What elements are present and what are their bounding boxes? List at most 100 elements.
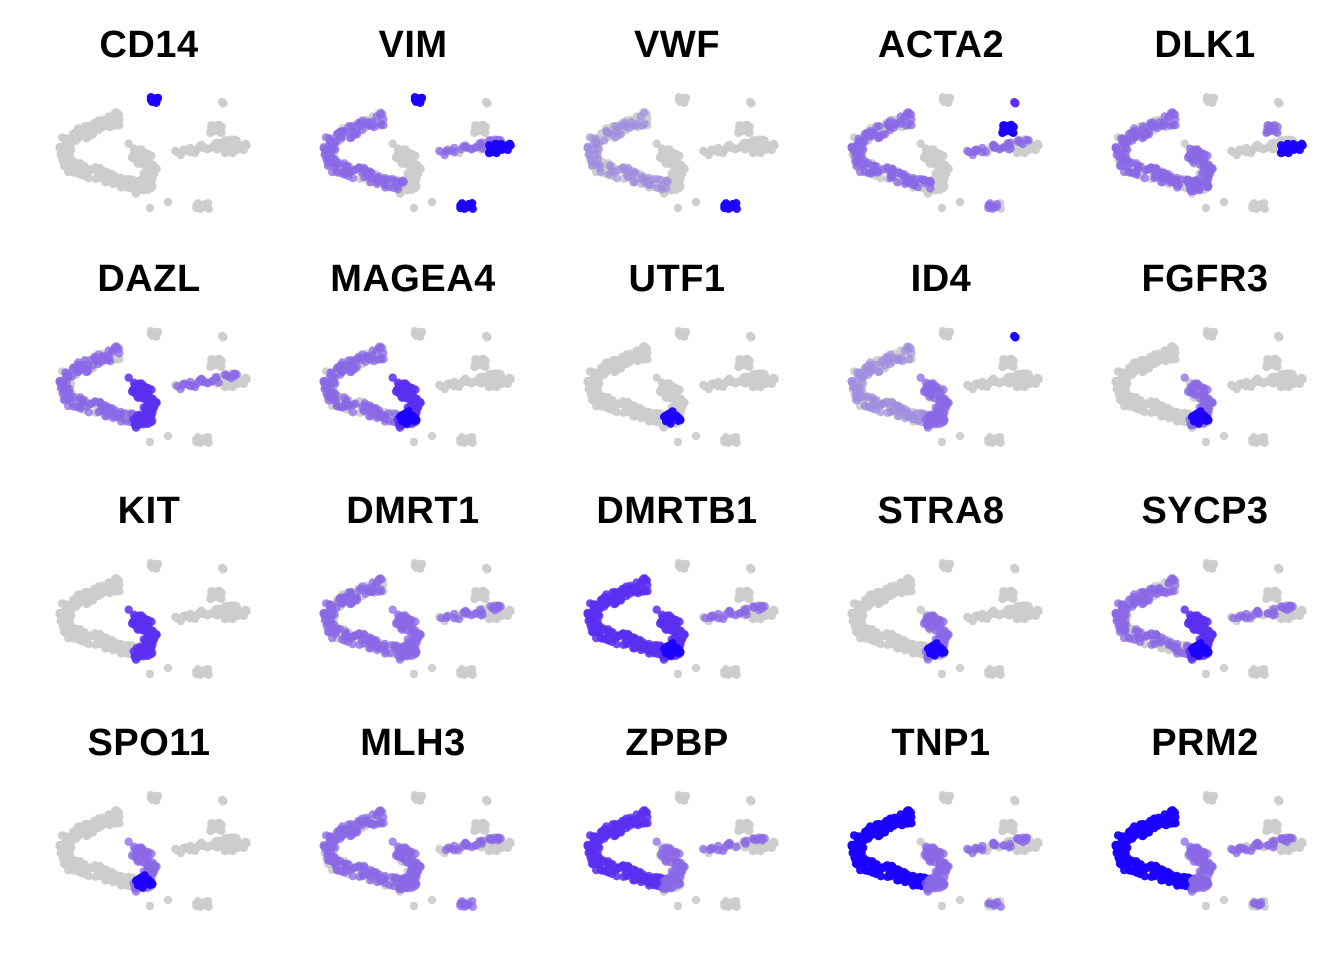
panel-title: VIM bbox=[378, 24, 448, 66]
cell-point bbox=[348, 408, 357, 417]
cell-point bbox=[855, 370, 865, 379]
cell-point bbox=[222, 380, 231, 389]
cell-point bbox=[471, 359, 480, 368]
cell-point bbox=[940, 181, 949, 191]
cell-point bbox=[995, 145, 1004, 154]
cell-point bbox=[412, 415, 421, 425]
cell-point bbox=[674, 329, 684, 339]
cell-point bbox=[124, 139, 133, 148]
cell-point bbox=[217, 128, 226, 137]
cell-point bbox=[116, 411, 125, 420]
cell-point bbox=[146, 95, 156, 105]
cell-point bbox=[999, 359, 1008, 368]
cell-point bbox=[76, 404, 85, 413]
cell-point bbox=[920, 175, 929, 184]
cell-point bbox=[409, 203, 419, 213]
cell-point bbox=[602, 127, 611, 136]
cell-point bbox=[207, 359, 216, 368]
cell-point bbox=[849, 383, 858, 392]
cell-point bbox=[203, 145, 212, 154]
cell-point bbox=[349, 400, 358, 409]
panel-title: CD14 bbox=[99, 24, 199, 66]
cell-point bbox=[1006, 378, 1015, 387]
cell-point bbox=[1125, 129, 1134, 138]
cell-point bbox=[1219, 431, 1229, 441]
cell-point bbox=[417, 93, 427, 103]
cell-point bbox=[365, 412, 374, 421]
cell-point bbox=[427, 431, 437, 441]
cell-point bbox=[940, 415, 949, 425]
cell-point bbox=[495, 611, 504, 620]
cell-point bbox=[131, 652, 140, 661]
cell-point bbox=[652, 139, 661, 148]
cell-point bbox=[1160, 119, 1170, 128]
panel-title: UTF1 bbox=[628, 258, 726, 300]
cell-point bbox=[1138, 133, 1147, 143]
panel-title: KIT bbox=[117, 490, 181, 532]
cell-point bbox=[149, 169, 159, 178]
cell-point bbox=[735, 125, 744, 134]
cell-point bbox=[145, 437, 155, 447]
cell-point bbox=[978, 143, 987, 153]
cell-point bbox=[750, 146, 759, 155]
cell-point bbox=[324, 396, 334, 405]
cell-point bbox=[1119, 136, 1129, 145]
cell-point bbox=[636, 112, 645, 121]
cell-point bbox=[214, 144, 223, 153]
cell-point bbox=[153, 93, 163, 103]
cell-point bbox=[1014, 146, 1023, 155]
cell-point bbox=[471, 125, 480, 134]
cell-point bbox=[1201, 203, 1211, 213]
feature-panel: CD14 bbox=[18, 0, 280, 232]
cell-point bbox=[1248, 201, 1257, 210]
cell-point bbox=[1204, 415, 1213, 425]
cell-point bbox=[388, 373, 397, 382]
cell-point bbox=[676, 415, 685, 425]
cell-point bbox=[1120, 393, 1129, 402]
cell-point bbox=[1190, 387, 1199, 396]
cell-point bbox=[61, 139, 70, 148]
cell-point bbox=[593, 154, 603, 163]
cell-point bbox=[900, 346, 909, 355]
cell-point bbox=[938, 95, 948, 105]
cell-point bbox=[691, 431, 701, 441]
cell-point bbox=[146, 561, 156, 571]
cell-point bbox=[1204, 181, 1213, 191]
cell-point bbox=[1259, 379, 1268, 388]
feature-panel: ID4 bbox=[810, 234, 1072, 466]
cell-point bbox=[410, 95, 420, 105]
cell-point bbox=[333, 129, 342, 138]
cell-point bbox=[481, 128, 490, 137]
cell-point bbox=[409, 437, 419, 447]
cell-point bbox=[238, 375, 247, 384]
cell-point bbox=[413, 169, 423, 178]
cell-point bbox=[1219, 197, 1229, 207]
umap-scatter bbox=[319, 93, 515, 213]
cell-point bbox=[57, 383, 66, 392]
cell-point bbox=[61, 605, 70, 614]
cell-point bbox=[926, 387, 935, 396]
panel-title: ID4 bbox=[910, 258, 972, 300]
cell-point bbox=[129, 144, 139, 153]
cell-point bbox=[674, 95, 684, 105]
cell-point bbox=[874, 133, 883, 143]
cell-point bbox=[921, 378, 931, 387]
cell-point bbox=[913, 183, 923, 192]
cell-point bbox=[984, 435, 993, 444]
cell-point bbox=[995, 379, 1004, 388]
cell-point bbox=[145, 669, 155, 679]
cell-point bbox=[399, 177, 408, 186]
cell-point bbox=[1010, 97, 1019, 107]
cell-point bbox=[214, 610, 223, 619]
cell-point bbox=[456, 435, 465, 444]
cell-point bbox=[231, 611, 240, 620]
cell-point bbox=[393, 144, 403, 153]
cell-point bbox=[681, 327, 691, 337]
cell-point bbox=[410, 561, 420, 571]
cell-point bbox=[663, 177, 672, 186]
cell-point bbox=[759, 145, 768, 154]
cell-point bbox=[893, 178, 902, 187]
cell-point bbox=[328, 159, 337, 168]
cell-point bbox=[1180, 139, 1189, 148]
